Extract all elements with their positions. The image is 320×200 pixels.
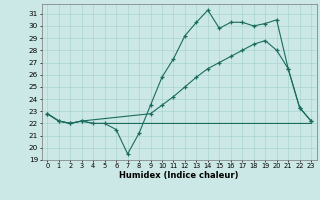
X-axis label: Humidex (Indice chaleur): Humidex (Indice chaleur): [119, 171, 239, 180]
